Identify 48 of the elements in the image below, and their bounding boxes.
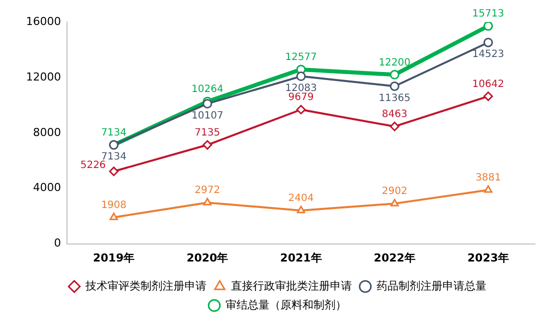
point: [202, 140, 212, 150]
point: [110, 212, 118, 220]
data-label: 12083: [285, 82, 317, 94]
point: [483, 92, 493, 102]
point: [296, 206, 306, 214]
data-label: 7134: [101, 128, 127, 138]
data-label: 5226: [80, 160, 106, 171]
point: [203, 198, 212, 206]
point: [296, 72, 306, 82]
data-label: 12200: [378, 57, 411, 68]
data-label: 8463: [382, 109, 408, 120]
data-label: 11365: [378, 92, 411, 104]
data-label: 14523: [472, 49, 504, 60]
x-tick-label: 2023年: [467, 251, 510, 264]
y-tick-label: 12000: [26, 70, 61, 84]
data-label: 10107: [191, 110, 224, 122]
legend-label: 药品制剂注册申请总量: [376, 279, 486, 292]
data-label: 1908: [101, 200, 127, 211]
y-tick-label: 16000: [26, 14, 61, 28]
data-label: 2404: [288, 193, 314, 204]
data-label: 10642: [472, 78, 504, 90]
x-tick-label: 2022年: [374, 251, 416, 264]
point: [390, 198, 399, 206]
point: [296, 104, 306, 114]
point: [483, 38, 493, 48]
data-label: 10264: [191, 84, 224, 96]
y-tick-label: 0: [54, 236, 61, 250]
point: [390, 70, 400, 80]
data-label: 2902: [382, 186, 408, 198]
data-label: 3881: [475, 172, 501, 184]
legend-label: 直接行政审批类注册申请: [230, 279, 352, 292]
y-tick-label: 8000: [32, 126, 61, 139]
point: [483, 22, 493, 31]
point: [390, 82, 400, 92]
x-tick-label: 2019年: [92, 251, 135, 264]
data-label: 15713: [472, 8, 504, 20]
x-tick-label: 2020年: [186, 251, 228, 264]
x-tick-label: 2021年: [280, 251, 322, 264]
legend-label: 技术审评类制剂注册申请: [84, 279, 206, 292]
point: [390, 122, 400, 132]
legend-label: 审结总量（原料和制剂）: [225, 298, 346, 312]
data-label: 2972: [194, 185, 220, 196]
y-tick-label: 4000: [32, 181, 61, 194]
point: [484, 185, 492, 193]
point: [109, 166, 119, 176]
data-label: 9679: [288, 92, 314, 104]
data-label: 7135: [194, 127, 220, 138]
data-label: 12577: [285, 52, 317, 64]
